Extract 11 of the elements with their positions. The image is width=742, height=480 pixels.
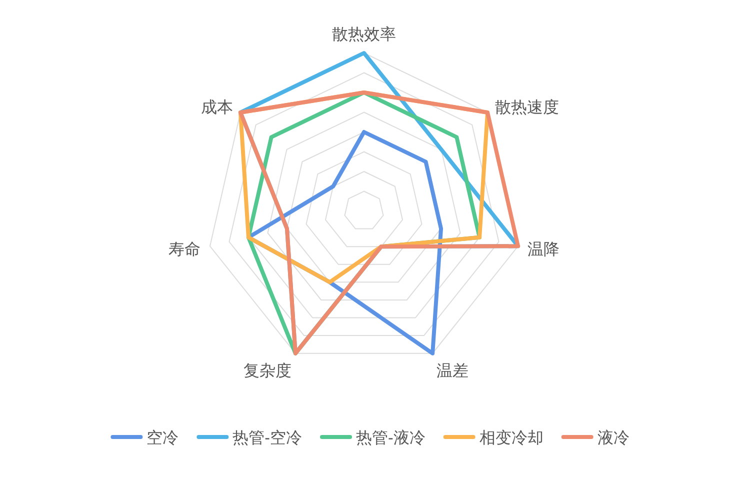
legend-label: 热管-空冷 [232, 429, 302, 447]
spoke-label: 寿命 [168, 241, 201, 258]
spoke-label: 温差 [436, 362, 469, 380]
spoke-label: 散热效率 [332, 26, 396, 44]
legend-label: 液冷 [597, 429, 630, 447]
legend-label: 空冷 [146, 429, 179, 447]
legend-label: 相变冷却 [479, 429, 544, 447]
legend-label: 热管-液冷 [356, 429, 426, 447]
spoke-label: 温降 [527, 241, 560, 258]
spoke-label: 成本 [201, 98, 234, 117]
spoke-label: 复杂度 [243, 362, 292, 380]
